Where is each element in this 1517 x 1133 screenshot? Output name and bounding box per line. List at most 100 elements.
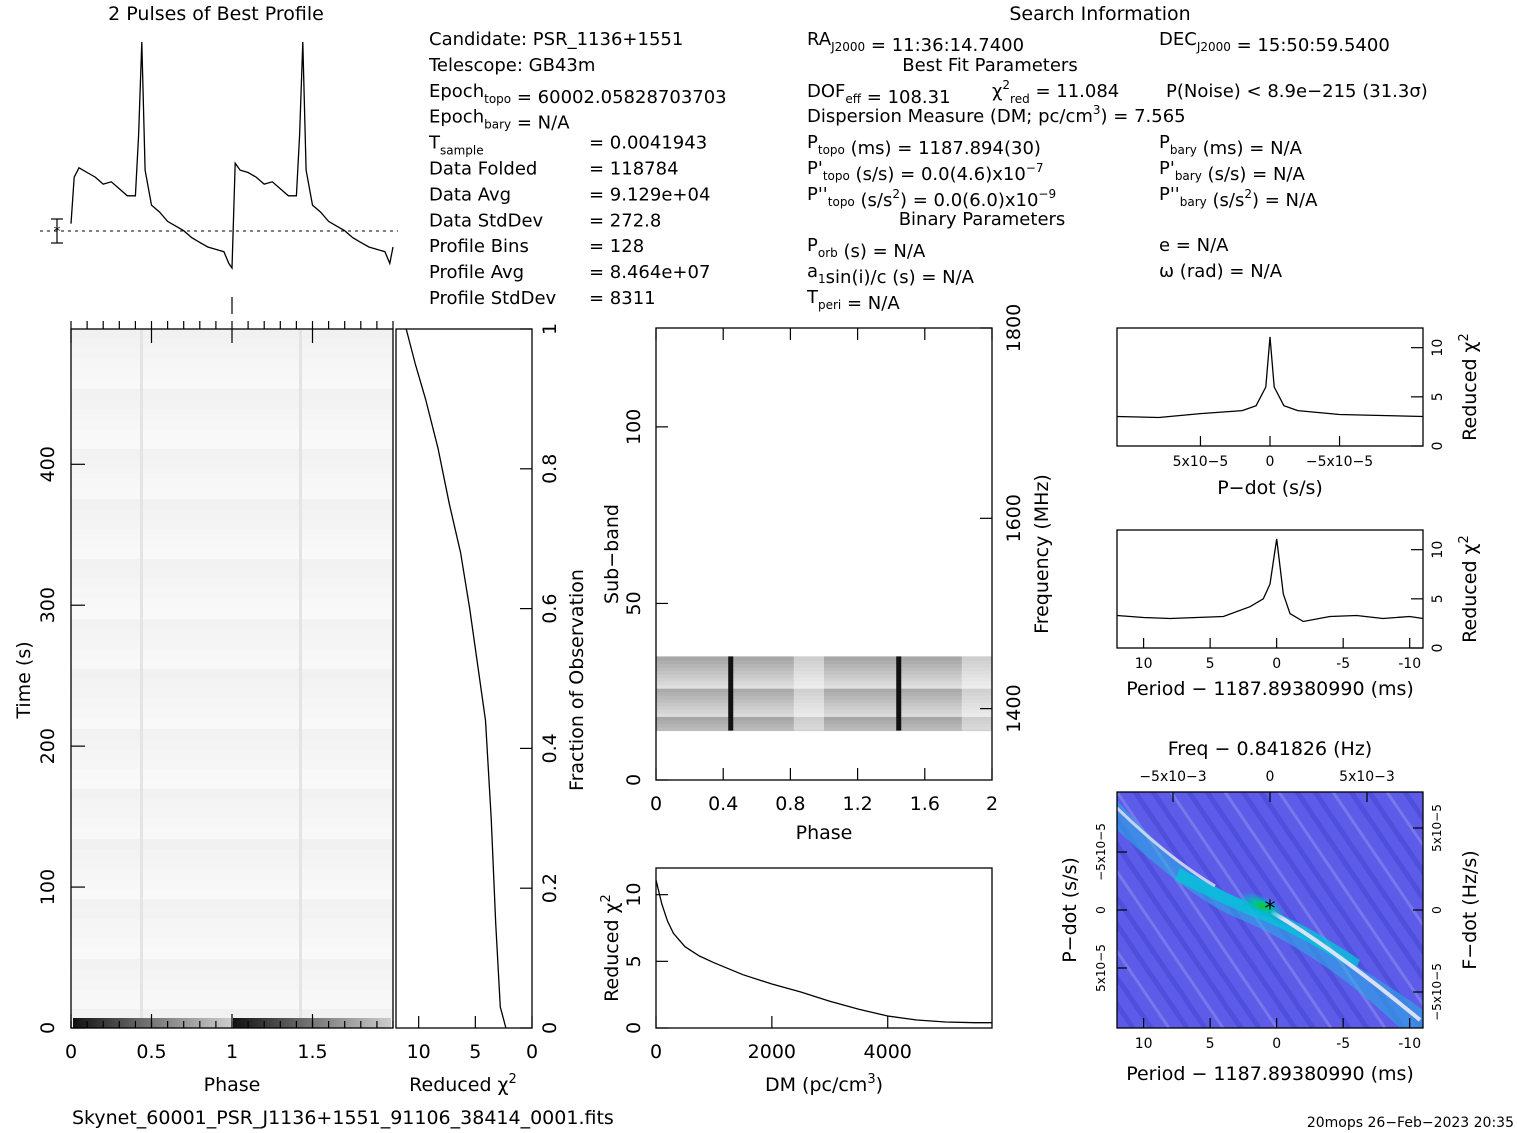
period-redchi-label: Reduced χ2 bbox=[1457, 535, 1481, 643]
period-frame bbox=[1116, 529, 1424, 649]
phase-time-row bbox=[71, 559, 393, 569]
plane-stripe bbox=[1294, 792, 1423, 983]
y-tick-label: 0 bbox=[623, 774, 645, 786]
plane-stripe bbox=[1117, 868, 1225, 1028]
phase-time-row bbox=[71, 929, 393, 939]
info-left-value: = 8311 bbox=[589, 288, 656, 309]
x-tick-label: 2 bbox=[986, 793, 998, 815]
plane-stripe bbox=[1495, 792, 1517, 1028]
info-mid-block: RAJ2000 = 11:36:14.7400 DECJ2000 = 15:50:… bbox=[806, 29, 1428, 314]
y-tick-label: 10 bbox=[1430, 541, 1446, 559]
x-tick-label: −5x10−5 bbox=[1306, 454, 1373, 470]
plane-stripe bbox=[1312, 792, 1423, 956]
plane-stripe bbox=[1117, 948, 1171, 1028]
x-tick-label: 1.5 bbox=[297, 1041, 327, 1063]
best-fit-marker: * bbox=[1265, 897, 1276, 922]
y-tick-label: 0.6 bbox=[539, 593, 561, 623]
info-left-block: Candidate: PSR_1136+1551 Telescope: GB43m… bbox=[428, 29, 727, 309]
svg-text:*: * bbox=[54, 224, 61, 240]
phase-time-row bbox=[71, 549, 393, 559]
freq-top-label: Freq − 0.841826 (Hz) bbox=[1168, 738, 1372, 760]
phase-time-row bbox=[71, 629, 393, 639]
phase-time-row bbox=[71, 729, 393, 739]
phase-time-row bbox=[71, 989, 393, 999]
phase-time-row bbox=[71, 909, 393, 919]
x-tick-label: 0.8 bbox=[775, 793, 805, 815]
plane-stripe bbox=[1477, 792, 1517, 1028]
phase-time-row bbox=[71, 799, 393, 809]
phase-time-row bbox=[71, 889, 393, 899]
x-tick-label: -10 bbox=[1398, 656, 1421, 672]
phase-time-row bbox=[71, 649, 393, 659]
plane-stripe bbox=[1117, 999, 1136, 1028]
y-tick-label: −5x10−5 bbox=[1094, 823, 1108, 881]
phase-time-row bbox=[71, 829, 393, 839]
subband-row bbox=[656, 727, 992, 732]
y-tick-label: 0 bbox=[1430, 644, 1446, 653]
phase-time-row bbox=[71, 389, 393, 399]
y2-tick-label: 0 bbox=[1430, 906, 1444, 914]
phase-time-row bbox=[71, 469, 393, 479]
pdtopo-line: P'topo (s/s) = 0.0(4.6)x10−7 bbox=[807, 158, 1044, 185]
pbary-line: Pbary (ms) = N/A bbox=[1159, 132, 1303, 159]
phase-time-row bbox=[71, 359, 393, 369]
phase-time-row bbox=[71, 639, 393, 649]
pulse-track-1 bbox=[140, 329, 143, 1028]
x-tick-label: 2000 bbox=[748, 1041, 796, 1063]
y-tick-label: 300 bbox=[37, 587, 59, 623]
phase-time-row bbox=[71, 499, 393, 509]
fraction-axis-label: Fraction of Observation bbox=[566, 569, 588, 791]
info-left-value: = 272.8 bbox=[589, 210, 661, 231]
x-tick-label: -10 bbox=[1398, 1036, 1421, 1052]
info-left-line: Epochbary = N/A bbox=[429, 107, 570, 134]
plane-stripe bbox=[1117, 973, 1154, 1028]
info-left-line: Candidate: PSR_1136+1551 bbox=[429, 29, 683, 50]
x-tick-label: 10 bbox=[1135, 656, 1153, 672]
dm-trace bbox=[655, 879, 992, 1024]
time-axis-label: Time (s) bbox=[13, 641, 35, 719]
phase-time-row bbox=[71, 949, 393, 959]
pnoise-line: P(Noise) < 8.9e−215 (31.3σ) bbox=[1166, 81, 1428, 102]
x-tick-label: 0 bbox=[1272, 656, 1281, 672]
phase-time-row bbox=[71, 569, 393, 579]
info-left-value: = 8.464e+07 bbox=[589, 262, 710, 283]
y-tick-label: 0 bbox=[1430, 442, 1446, 451]
y-tick-label: 50 bbox=[623, 591, 645, 615]
x-tick-label: 1.2 bbox=[842, 793, 872, 815]
phase-time-row bbox=[71, 419, 393, 429]
phase-time-row bbox=[71, 449, 393, 459]
y-tick-label: 100 bbox=[623, 409, 645, 445]
subband-row bbox=[656, 723, 992, 728]
phase-time-row bbox=[71, 819, 393, 829]
plane-stripe bbox=[1117, 920, 1190, 1028]
phase-time-row bbox=[71, 919, 393, 929]
profile-trace bbox=[70, 41, 394, 270]
phase-time-row bbox=[71, 879, 393, 889]
subband-pulse bbox=[728, 656, 734, 731]
y-tick-label: 200 bbox=[37, 728, 59, 764]
phase-time-row bbox=[71, 459, 393, 469]
x-tick-label: 1 bbox=[226, 1041, 238, 1063]
subband-gap bbox=[961, 656, 992, 731]
subband-row bbox=[656, 705, 992, 710]
x-tick-label: 0 bbox=[1266, 454, 1275, 470]
plane-stripe bbox=[919, 792, 1079, 1028]
subband-pulse bbox=[896, 656, 902, 731]
dec-line: DECJ2000 = 15:50:59.5400 bbox=[1159, 29, 1390, 56]
phase-time-row bbox=[71, 379, 393, 389]
dm-frame bbox=[655, 867, 993, 1029]
subband-row bbox=[656, 659, 992, 664]
plane-stripe bbox=[955, 792, 1115, 1028]
phase-time-row bbox=[71, 739, 393, 749]
tperi-line: Tperi = N/A bbox=[806, 287, 900, 314]
info-left-value: = 128 bbox=[589, 236, 644, 257]
y-tick-label: 0 bbox=[1094, 906, 1108, 914]
subband-row bbox=[656, 695, 992, 700]
pddbary-line: P''bary (s/s2) = N/A bbox=[1159, 184, 1318, 211]
subband-row bbox=[656, 656, 992, 661]
phase-time-row bbox=[71, 619, 393, 629]
plane-ridge bbox=[1175, 868, 1360, 970]
subband-gap bbox=[793, 656, 824, 731]
subband-row bbox=[656, 719, 992, 724]
phase-time-row bbox=[71, 529, 393, 539]
